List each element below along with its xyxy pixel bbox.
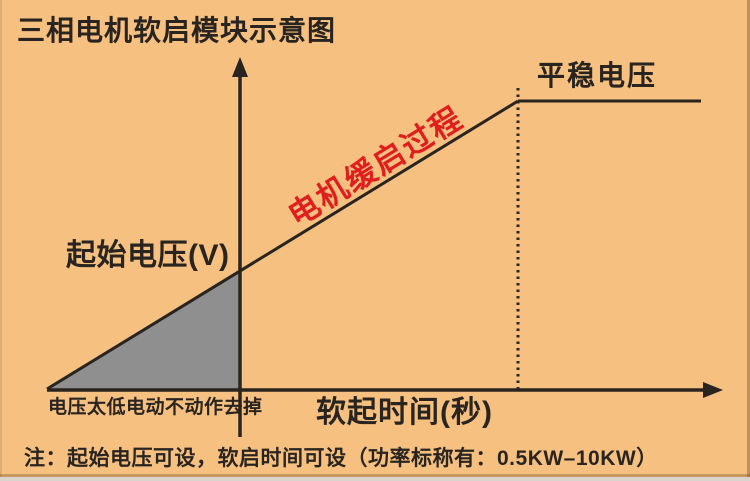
y-axis-arrowhead-icon xyxy=(232,57,248,77)
diagram-title: 三相电机软启模块示意图 xyxy=(17,15,337,46)
right-edge-shadow xyxy=(747,0,750,481)
bottom-edge-highlight xyxy=(0,477,750,481)
stable-voltage-label: 平稳电压 xyxy=(537,60,658,91)
x-axis-arrowhead-icon xyxy=(703,382,723,398)
left-edge-shadow xyxy=(0,0,2,481)
footnote: 注：起始电压可设，软启时间可设（功率标称有：0.5KW–10KW） xyxy=(24,447,658,470)
x-axis-label: 软起时间(秒) xyxy=(316,396,493,429)
bottom-edge-shadow xyxy=(0,474,750,477)
ramp-line xyxy=(46,99,519,391)
start-voltage-label: 起始电压(V) xyxy=(66,239,230,272)
low-voltage-note: 电压太低电动不动作去掉 xyxy=(48,397,263,418)
